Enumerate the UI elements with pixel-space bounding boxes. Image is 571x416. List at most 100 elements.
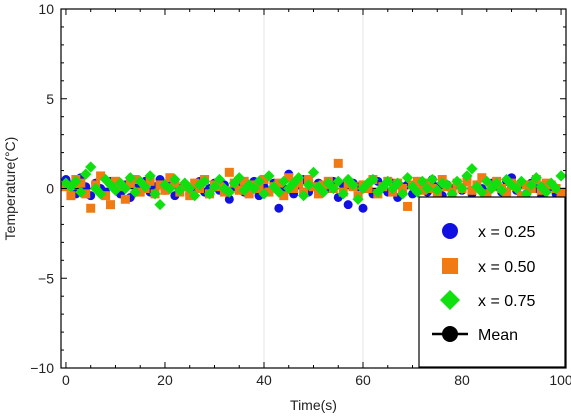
data-point — [496, 184, 508, 196]
data-point — [491, 177, 503, 189]
data-point — [264, 187, 274, 197]
data-point — [80, 168, 92, 180]
ticks-layer: 0 20 40 60 80 100 −10 −5 0 5 10 — [30, 1, 571, 388]
data-point — [174, 184, 186, 196]
data-point — [461, 170, 473, 182]
data-point — [274, 203, 284, 213]
data-point — [213, 173, 226, 186]
data-point — [456, 182, 468, 195]
data-point — [416, 175, 429, 187]
data-point — [164, 182, 176, 195]
data-point — [421, 182, 433, 195]
data-point — [279, 191, 289, 201]
x-axis-label: Time(s) — [290, 397, 337, 413]
data-point — [81, 189, 91, 199]
data-point — [119, 182, 131, 195]
data-point — [263, 170, 275, 182]
series-3 — [60, 161, 567, 211]
y-tick-label: −5 — [38, 270, 54, 286]
data-point — [540, 186, 552, 198]
data-point — [441, 179, 453, 191]
data-point — [70, 175, 82, 187]
data-point — [130, 175, 140, 185]
data-point — [278, 175, 290, 187]
data-point — [293, 172, 305, 184]
data-point — [253, 175, 265, 187]
data-point — [124, 172, 136, 184]
data-point — [190, 178, 200, 188]
data-point — [515, 175, 528, 187]
legend-label: x = 0.50 — [478, 259, 535, 276]
data-point — [467, 185, 477, 195]
x-tick-label: 0 — [62, 372, 70, 388]
data-point — [259, 175, 269, 185]
data-point — [530, 172, 542, 184]
x-tick-label: 80 — [454, 372, 470, 388]
data-point — [337, 188, 349, 200]
data-point — [224, 194, 234, 204]
data-point — [273, 186, 285, 198]
data-point — [165, 173, 175, 183]
data-point — [85, 161, 97, 173]
data-point — [169, 173, 181, 186]
data-point — [208, 181, 221, 193]
data-point — [274, 178, 284, 188]
data-point — [223, 186, 235, 198]
data-point — [244, 189, 254, 199]
data-point — [481, 175, 493, 187]
y-tick-label: 10 — [38, 1, 54, 17]
data-point — [239, 176, 249, 186]
y-tick-label: −10 — [30, 360, 54, 376]
data-point — [203, 188, 216, 200]
data-point — [333, 158, 343, 168]
data-point — [431, 184, 443, 196]
data-point — [149, 188, 161, 200]
data-point — [396, 188, 409, 200]
data-point — [284, 173, 294, 183]
legend-marker — [442, 258, 458, 274]
legend: x = 0.25 x = 0.50 x = 0.75 Mean — [418, 196, 566, 368]
points-layer — [60, 158, 567, 213]
data-point — [466, 163, 478, 175]
data-point — [120, 194, 130, 204]
data-point — [318, 180, 328, 190]
legend-items: x = 0.25 x = 0.50 x = 0.75 Mean — [432, 223, 535, 344]
data-point — [198, 175, 211, 187]
legend-label: x = 0.25 — [478, 224, 535, 241]
y-axis-label: Temperature(°C) — [2, 137, 18, 241]
data-point — [307, 166, 320, 178]
data-point — [525, 179, 537, 191]
data-point — [347, 179, 359, 191]
data-point — [302, 179, 315, 191]
data-point — [417, 185, 427, 195]
data-point — [358, 203, 368, 213]
data-point — [352, 193, 364, 205]
data-point — [129, 186, 141, 198]
legend-mean-marker — [442, 326, 458, 342]
data-point — [139, 181, 151, 193]
data-point — [482, 189, 492, 199]
data-point — [106, 200, 116, 210]
data-point — [426, 173, 438, 186]
legend-label: Mean — [478, 327, 518, 344]
data-point — [332, 175, 344, 187]
legend-box — [418, 196, 566, 368]
data-point — [297, 190, 310, 202]
data-point — [86, 203, 96, 213]
data-point — [556, 187, 566, 197]
data-point — [258, 188, 270, 200]
legend-label: x = 0.75 — [478, 293, 535, 310]
data-point — [516, 191, 526, 201]
data-point — [327, 182, 339, 195]
data-point — [505, 179, 518, 191]
data-point — [550, 182, 562, 195]
data-point — [477, 173, 487, 183]
data-point — [343, 200, 353, 210]
data-point — [403, 201, 413, 211]
data-point — [502, 187, 512, 197]
data-point — [233, 172, 245, 184]
data-point — [451, 175, 463, 187]
data-point — [75, 186, 87, 198]
